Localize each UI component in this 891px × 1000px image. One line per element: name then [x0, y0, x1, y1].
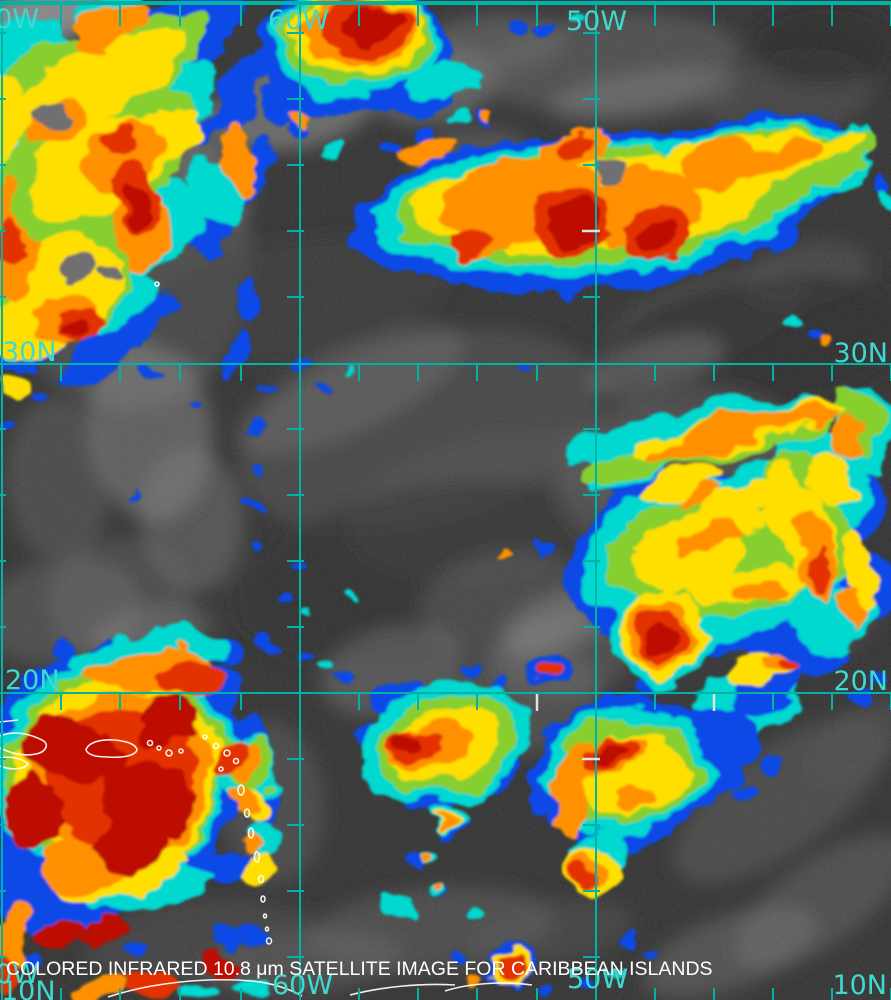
grid-label-20n-right: 20N — [833, 666, 888, 697]
grid-label-70w-top: 70W — [0, 4, 40, 35]
grid-label-10n-left: 10N — [1, 976, 56, 1000]
grid-label-60w-bottom: 60W — [272, 970, 334, 1000]
caption-title: COLORED INFRARED 10.8 μm SATELLITE IMAGE… — [6, 958, 713, 980]
grid-label-30n-left: 30N — [2, 337, 57, 368]
grid-label-50w-bottom: 50W — [567, 964, 629, 995]
image-caption: COLORED INFRARED 10.8 μm SATELLITE IMAGE… — [6, 916, 713, 1000]
grid-label-60w-top: 60W — [268, 5, 330, 36]
grid-label-30n-right: 30N — [833, 338, 888, 369]
grid-label-10n-right: 10N — [832, 970, 887, 1000]
grid-label-20n-left: 20N — [5, 665, 60, 696]
island-outlines — [0, 281, 533, 998]
grid-label-50w-top: 50W — [566, 6, 628, 37]
grid-label-70w-bottom: 70W — [0, 959, 40, 990]
